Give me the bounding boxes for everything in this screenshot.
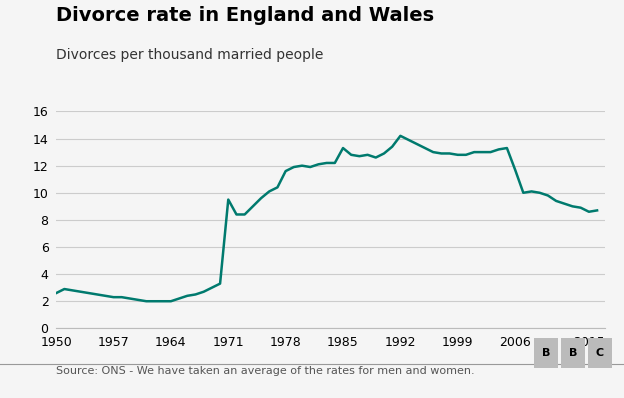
Text: Divorce rate in England and Wales: Divorce rate in England and Wales [56, 6, 434, 25]
Text: B: B [568, 348, 577, 358]
Text: Source: ONS - We have taken an average of the rates for men and women.: Source: ONS - We have taken an average o… [56, 366, 475, 376]
Text: B: B [542, 348, 550, 358]
Text: Divorces per thousand married people: Divorces per thousand married people [56, 48, 323, 62]
Text: C: C [595, 348, 604, 358]
